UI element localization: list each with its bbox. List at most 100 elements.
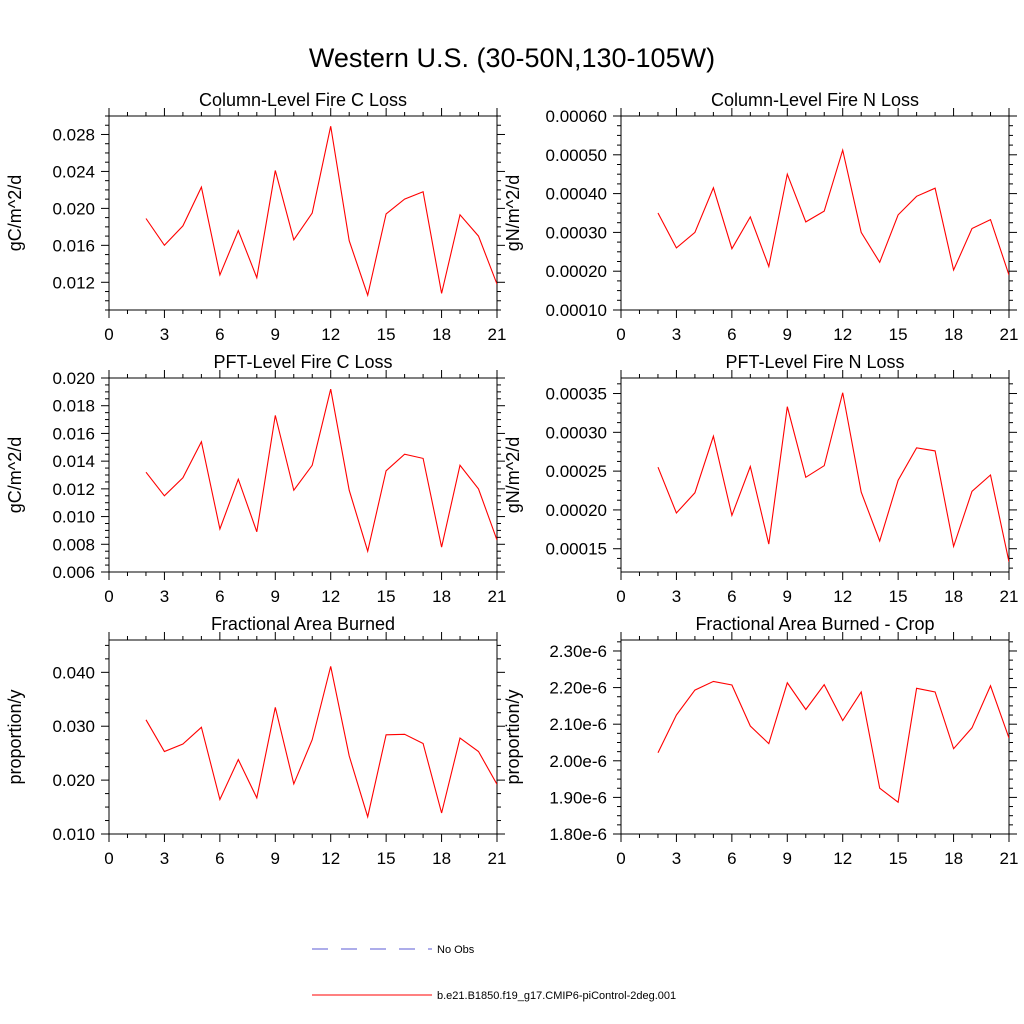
x-tick-label: 3 [672, 849, 681, 868]
x-tick-label: 21 [488, 325, 507, 344]
y-tick-label: 0.016 [52, 424, 95, 443]
y-tick-label: 0.00025 [546, 462, 607, 481]
x-tick-label: 3 [160, 587, 169, 606]
x-tick-label: 0 [104, 325, 113, 344]
x-tick-label: 9 [271, 587, 280, 606]
panel-title: PFT-Level Fire N Loss [725, 352, 904, 372]
y-tick-label: 0.018 [52, 397, 95, 416]
chart-panel-6: Fractional Area Burned - Crop proportion/… [503, 614, 1018, 868]
y-axis-label: proportion/y [5, 689, 25, 784]
x-tick-label: 21 [1000, 849, 1019, 868]
series-line [145, 666, 497, 819]
y-tick-label: 1.80e-6 [549, 825, 607, 844]
x-tick-label: 15 [889, 587, 908, 606]
chart-panel-1: Column-Level Fire C Loss gC/m^2/d 0 3 6 9 12 15… [5, 90, 506, 344]
y-tick-label: 2.00e-6 [549, 752, 607, 771]
x-tick-label: 15 [889, 849, 908, 868]
x-tick-label: 3 [160, 325, 169, 344]
legend-model-label: b.e21.B1850.f19_g17.CMIP6-piControl-2deg… [437, 990, 676, 1002]
legend-obs-label: No Obs [437, 944, 475, 956]
y-tick-label: 0.00020 [546, 262, 607, 281]
plot-frame [620, 639, 1010, 835]
y-tick-label: 0.00040 [546, 185, 607, 204]
y-tick-label: 0.020 [52, 771, 95, 790]
x-tick-label: 18 [944, 587, 963, 606]
x-tick-label: 0 [616, 325, 625, 344]
y-tick-label: 0.016 [52, 236, 95, 255]
y-tick-label: 0.010 [52, 825, 95, 844]
plot-frame [108, 115, 498, 311]
panel-title: Column-Level Fire C Loss [199, 90, 407, 110]
x-tick-label: 6 [727, 849, 736, 868]
y-tick-label: 0.00030 [546, 223, 607, 242]
y-tick-label: 0.00030 [546, 423, 607, 442]
panel-title: Fractional Area Burned [211, 614, 395, 634]
x-tick-label: 0 [616, 587, 625, 606]
series-line [657, 392, 1009, 563]
y-tick-label: 0.00015 [546, 540, 607, 559]
y-tick-label: 0.020 [52, 199, 95, 218]
x-tick-label: 0 [616, 849, 625, 868]
x-tick-label: 3 [672, 325, 681, 344]
x-tick-label: 18 [432, 325, 451, 344]
x-tick-label: 9 [271, 325, 280, 344]
x-tick-label: 18 [944, 849, 963, 868]
x-tick-label: 3 [160, 849, 169, 868]
plot-frame [108, 377, 498, 573]
x-tick-label: 12 [321, 849, 340, 868]
y-tick-label: 1.90e-6 [549, 788, 607, 807]
y-tick-label: 0.00020 [546, 501, 607, 520]
y-axis-label: gN/m^2/d [503, 437, 523, 513]
x-tick-label: 18 [432, 587, 451, 606]
x-tick-label: 12 [833, 849, 852, 868]
chart-panel-4: PFT-Level Fire N Loss gN/m^2/d 0 3 6 9 12 15 18 2… [503, 352, 1018, 606]
figure-title: Western U.S. (30-50N,130-105W) [309, 43, 715, 73]
y-axis-label: gC/m^2/d [5, 437, 25, 513]
chart-panel-5: Fractional Area Burned proportion/y 0 3 6 9 12… [5, 614, 506, 868]
y-tick-label: 0.014 [52, 452, 95, 471]
y-tick-label: 0.00035 [546, 385, 607, 404]
x-tick-label: 6 [215, 849, 224, 868]
y-tick-label: 0.008 [52, 535, 95, 554]
x-tick-label: 6 [727, 325, 736, 344]
y-tick-label: 0.024 [52, 162, 95, 181]
x-tick-label: 15 [377, 587, 396, 606]
plot-frame [620, 115, 1010, 311]
x-tick-label: 12 [833, 325, 852, 344]
chart-panel-2: Column-Level Fire N Loss gN/m^2/d 0 3 6 9 12 15… [503, 90, 1018, 344]
y-axis-label: gN/m^2/d [503, 175, 523, 251]
x-tick-label: 18 [944, 325, 963, 344]
x-tick-label: 6 [727, 587, 736, 606]
y-tick-label: 2.30e-6 [549, 642, 607, 661]
plot-frame [108, 639, 498, 835]
x-tick-label: 12 [321, 587, 340, 606]
x-tick-label: 9 [783, 849, 792, 868]
plot-frame [620, 377, 1010, 573]
series-line [145, 388, 497, 554]
y-tick-label: 0.020 [52, 369, 95, 388]
y-tick-label: 0.012 [52, 480, 95, 499]
x-tick-label: 9 [783, 325, 792, 344]
y-tick-label: 0.00010 [546, 301, 607, 320]
series-line [145, 126, 497, 298]
y-axis-label: gC/m^2/d [5, 175, 25, 251]
legend: No Obs b.e21.B1850.f19_g17.CMIP6-piContro… [312, 944, 676, 1002]
y-tick-label: 0.012 [52, 273, 95, 292]
x-tick-label: 21 [488, 849, 507, 868]
panel-title: Column-Level Fire N Loss [711, 90, 919, 110]
x-tick-label: 6 [215, 325, 224, 344]
x-tick-label: 21 [488, 587, 507, 606]
y-tick-label: 0.010 [52, 508, 95, 527]
y-tick-label: 0.00050 [546, 146, 607, 165]
y-tick-label: 2.20e-6 [549, 679, 607, 698]
panel-title: Fractional Area Burned - Crop [695, 614, 934, 634]
x-tick-label: 12 [833, 587, 852, 606]
y-tick-label: 0.028 [52, 125, 95, 144]
x-tick-label: 12 [321, 325, 340, 344]
series-line [657, 680, 1009, 804]
y-tick-label: 0.030 [52, 717, 95, 736]
y-tick-label: 0.006 [52, 563, 95, 582]
series-line [657, 147, 1009, 276]
y-axis-label: proportion/y [503, 689, 523, 784]
